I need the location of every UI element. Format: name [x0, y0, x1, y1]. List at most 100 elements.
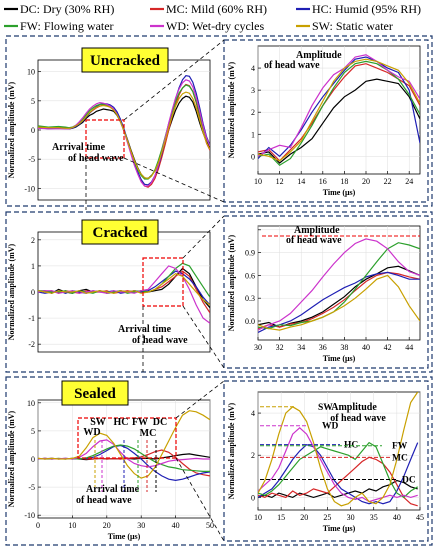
annotation-amplitude-cracked-1: Amplitude	[294, 225, 340, 236]
legend-label-2: HC: Humid (95% RH)	[312, 2, 421, 16]
badge-sealed: Sealed	[61, 380, 129, 406]
chart-cracked-full: -2 -1 0 1 2 Normalized amplitude (mV)	[7, 231, 211, 353]
tick-label-x: 30	[254, 343, 262, 352]
tick-label-x: 30	[137, 521, 145, 530]
series-wd-line	[258, 426, 418, 503]
tick-label-x: 12	[276, 177, 284, 186]
legend-label-0: DC: Dry (30% RH)	[20, 2, 114, 16]
zoom-connector	[182, 215, 225, 259]
tick-label-y: 1	[31, 262, 35, 271]
series-hc-line	[38, 270, 210, 306]
y-axis-label: Normalized amplitude (mV)	[7, 410, 16, 507]
y-axis-label: Normalized amplitude (mV)	[7, 243, 16, 340]
annotation-arrival-sealed-1: Arrival time	[86, 484, 140, 495]
series-label-hc: HC	[114, 417, 129, 428]
tick-label-y: 0.0	[245, 317, 255, 326]
legend-label-5: SW: Static water	[312, 19, 393, 33]
title-uncracked: Uncracked	[90, 53, 161, 69]
tick-label-x: 45	[416, 513, 424, 522]
tick-label-x: 25	[323, 513, 331, 522]
series-sw-line	[38, 273, 210, 306]
highlight-box-cracked	[142, 257, 184, 307]
tick-label-y: -5	[28, 483, 35, 492]
x-axis-label: Time (μs)	[108, 532, 141, 541]
tick-label-x: 20	[103, 521, 111, 530]
tick-label-y: 5	[31, 97, 35, 106]
tick-label-x: 38	[340, 343, 348, 352]
chart-sealed-full: 0 10 20 30 40 50 -10 -5 0 5 10 Normalized amplitude…	[7, 399, 214, 541]
tick-label-y: 2	[31, 236, 35, 245]
series-mc-line	[258, 456, 418, 507]
zoom-series-label-sw: SW	[318, 403, 333, 413]
series-hc-line	[258, 56, 420, 160]
zoom-frame-uncracked	[223, 39, 429, 203]
tick-label-x: 32	[276, 343, 284, 352]
tick-label-x: 14	[297, 177, 305, 186]
tick-label-y: 0.6	[245, 271, 255, 280]
tick-label-x: 40	[362, 343, 370, 352]
legend-label-3: FW: Flowing water	[20, 19, 114, 33]
tick-label-y: 0	[31, 126, 35, 135]
annotation-arrival-uncracked-1: Arrival time	[52, 142, 106, 153]
series-hc-line	[258, 271, 420, 333]
series-fw-line	[258, 242, 420, 330]
series-label-dc: DC	[153, 417, 167, 428]
tick-label-x: 34	[297, 343, 305, 352]
series-mc-line	[258, 63, 420, 162]
tick-label-x: 30	[347, 513, 355, 522]
tick-label-y: 10	[27, 399, 35, 408]
zoom-connector	[123, 157, 225, 203]
series-label-mc: MC	[140, 428, 157, 439]
tick-label-y: 0	[251, 493, 255, 502]
series-sw-line	[258, 392, 419, 507]
zoom-connector	[182, 305, 225, 369]
chart-cracked-zoom: 30 32 34 36 38 40 42 44 0.0 0.3 0.6 0.9 Normalized a…	[227, 225, 421, 363]
tick-label-y: -2	[28, 340, 35, 349]
tick-label-y: -10	[24, 184, 35, 193]
series-wd-line	[258, 54, 420, 157]
tick-label-x: 50	[206, 521, 214, 530]
series-hc-line	[258, 442, 419, 505]
annotation-amplitude-sealed-2: of head wave	[330, 413, 386, 424]
annotation-arrival-cracked-1: Arrival time	[118, 324, 172, 335]
series-label-fw: FW	[132, 417, 148, 428]
series-label-wd: WD	[83, 427, 100, 438]
zoom-connector	[123, 39, 225, 121]
zoom-connector	[175, 457, 225, 542]
series-sw-line	[258, 58, 420, 162]
legend-label-4: WD: Wet-dry cycles	[166, 19, 264, 33]
annotation-amplitude-uncracked-2: of head wave	[264, 60, 320, 71]
title-cracked: Cracked	[93, 225, 149, 241]
tick-label-y: 4	[251, 64, 255, 73]
tick-label-y: -10	[24, 511, 35, 520]
series-fw-line	[258, 60, 420, 166]
plot-area	[257, 45, 421, 175]
tick-label-y: 0	[31, 455, 35, 464]
tick-label-y: 2	[251, 451, 255, 460]
tick-label-x: 42	[384, 343, 392, 352]
tick-label-x: 40	[393, 513, 401, 522]
badge-cracked: Cracked	[81, 219, 159, 245]
tick-label-y: 10	[27, 68, 35, 77]
legend-label-1: MC: Mild (60% RH)	[166, 2, 267, 16]
tick-label-y: 0	[31, 288, 35, 297]
y-axis-label: Normalized amplitude (mV)	[7, 81, 16, 178]
y-axis-label: Normalized amplitude (mV)	[227, 402, 236, 499]
panel-frame-uncracked	[5, 35, 433, 207]
zoom-series-label-wd: WD	[322, 422, 339, 432]
zoom-series-label-mc: MC	[392, 453, 408, 463]
series-wd-line	[258, 238, 420, 331]
series-dc-line	[258, 479, 418, 499]
tick-label-x: 10	[68, 521, 76, 530]
tick-label-y: -1	[28, 314, 35, 323]
badge-uncracked: Uncracked	[81, 47, 169, 73]
highlight-box-uncracked	[85, 119, 125, 159]
annotations: Arrival time of head wave Amplitude of head…	[52, 39, 420, 542]
zoom-frame-sealed	[223, 380, 429, 542]
tick-label-y: 5	[31, 427, 35, 436]
tick-label-x: 20	[300, 513, 308, 522]
tick-label-y: 0.9	[245, 249, 255, 258]
zoom-frame-cracked	[223, 215, 429, 369]
tick-label-y: 0	[251, 152, 255, 161]
